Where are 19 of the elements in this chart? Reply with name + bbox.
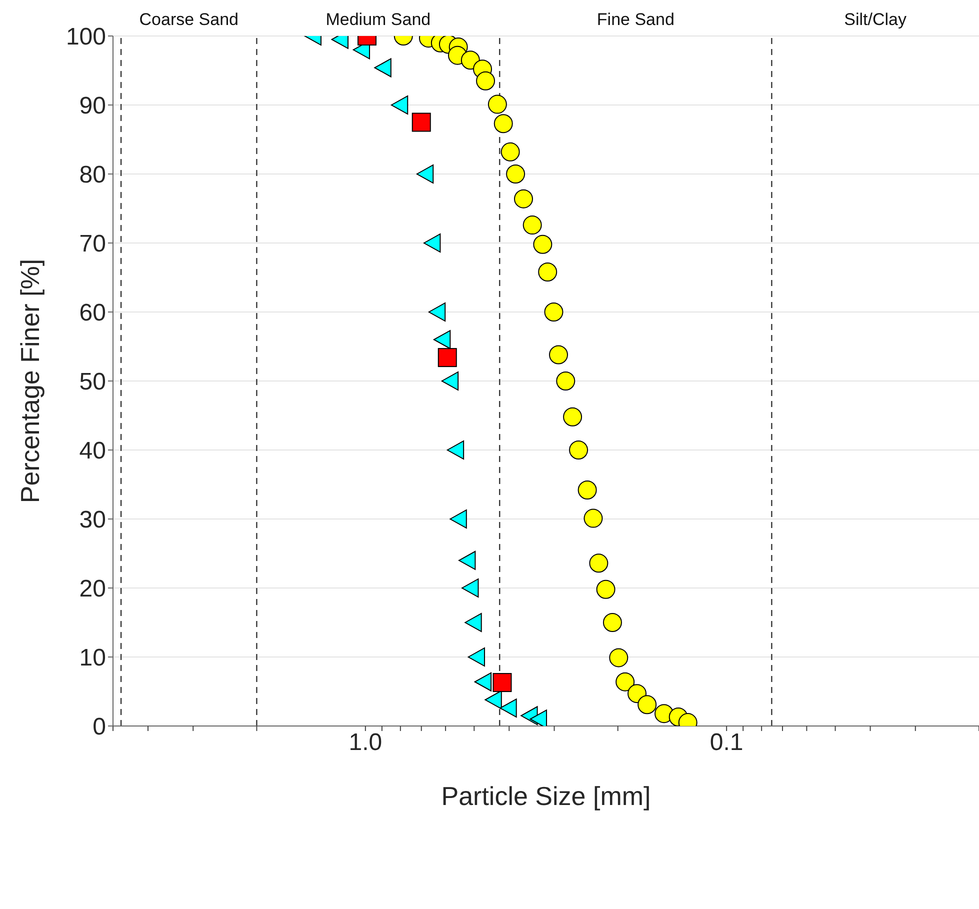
text: Coarse Sand (139, 10, 238, 30)
x-tick-label: 1.0 (348, 729, 382, 756)
text: Silt/Clay (844, 10, 907, 30)
y-tick-label: 30 (79, 506, 106, 534)
y-tick-label: 80 (79, 162, 106, 189)
y-tick-label: 20 (79, 576, 106, 603)
y-tick-label: 90 (79, 92, 106, 120)
x-axis-title: Particle Size [mm] (441, 781, 651, 811)
y-tick-label: 100 (66, 24, 106, 51)
y-tick-label: 0 (92, 714, 106, 741)
y-tick-label: 10 (79, 644, 106, 672)
text: Fine Sand (596, 10, 674, 30)
y-tick-label: 40 (79, 438, 106, 465)
y-tick-label: 70 (79, 230, 106, 258)
y-tick-label: 50 (79, 368, 106, 396)
text: Medium Sand (326, 10, 431, 30)
x-tick-label: 0.1 (710, 729, 744, 756)
y-tick-label: 60 (79, 300, 106, 327)
y-axis-title: Percentage Finer [%] (15, 258, 46, 504)
